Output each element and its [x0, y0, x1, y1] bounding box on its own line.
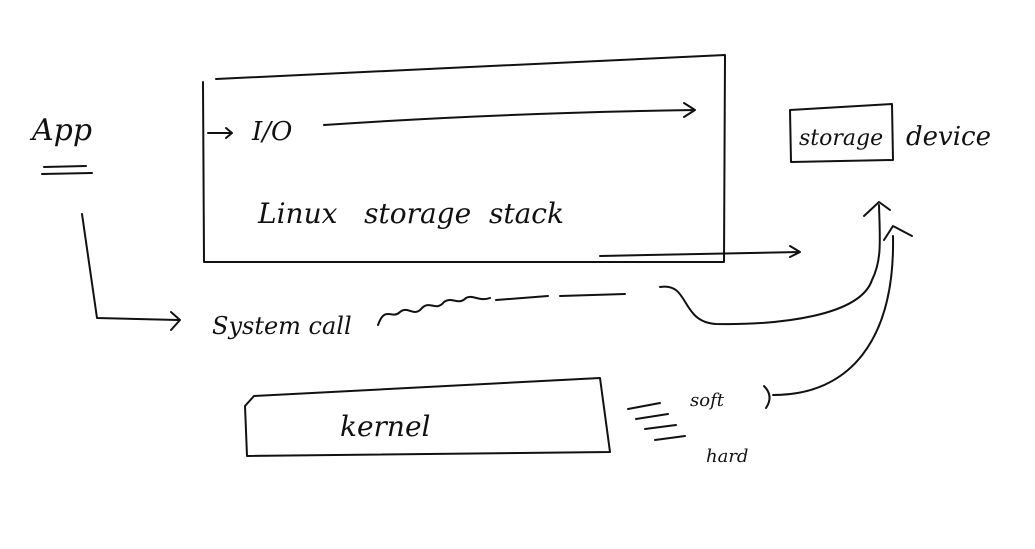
- app-to-syscall-arrow: [81, 213, 181, 331]
- linux-storage-stack-label: Linux storage stack: [257, 197, 564, 230]
- storage-device-box: [789, 103, 894, 163]
- device-label: device: [906, 122, 991, 152]
- soft-to-device-arrow: [772, 225, 913, 396]
- system-call-label: System call: [212, 312, 352, 340]
- soft-label: soft: [690, 390, 725, 411]
- system-call-to-device-arrow: [659, 201, 891, 326]
- io-label: I/O: [251, 117, 292, 147]
- io-arrow: [323, 102, 696, 126]
- kernel-label: kernel: [340, 410, 430, 443]
- kernel-box: [244, 377, 611, 457]
- app-label: App: [29, 113, 92, 148]
- hard-label: hard: [706, 446, 748, 467]
- system-call-dashes: [495, 293, 626, 301]
- storage-label: storage: [799, 126, 883, 151]
- linux-storage-stack-box: [202, 54, 726, 263]
- soft-bracket: [763, 385, 771, 409]
- kernel-to-soft-hard-lines: [627, 402, 686, 441]
- system-call-wavy-line: [377, 295, 491, 326]
- io-entry-arrow: [207, 127, 233, 139]
- app-underline: [41, 165, 93, 175]
- linux-stack-exit-arrow: [599, 245, 801, 258]
